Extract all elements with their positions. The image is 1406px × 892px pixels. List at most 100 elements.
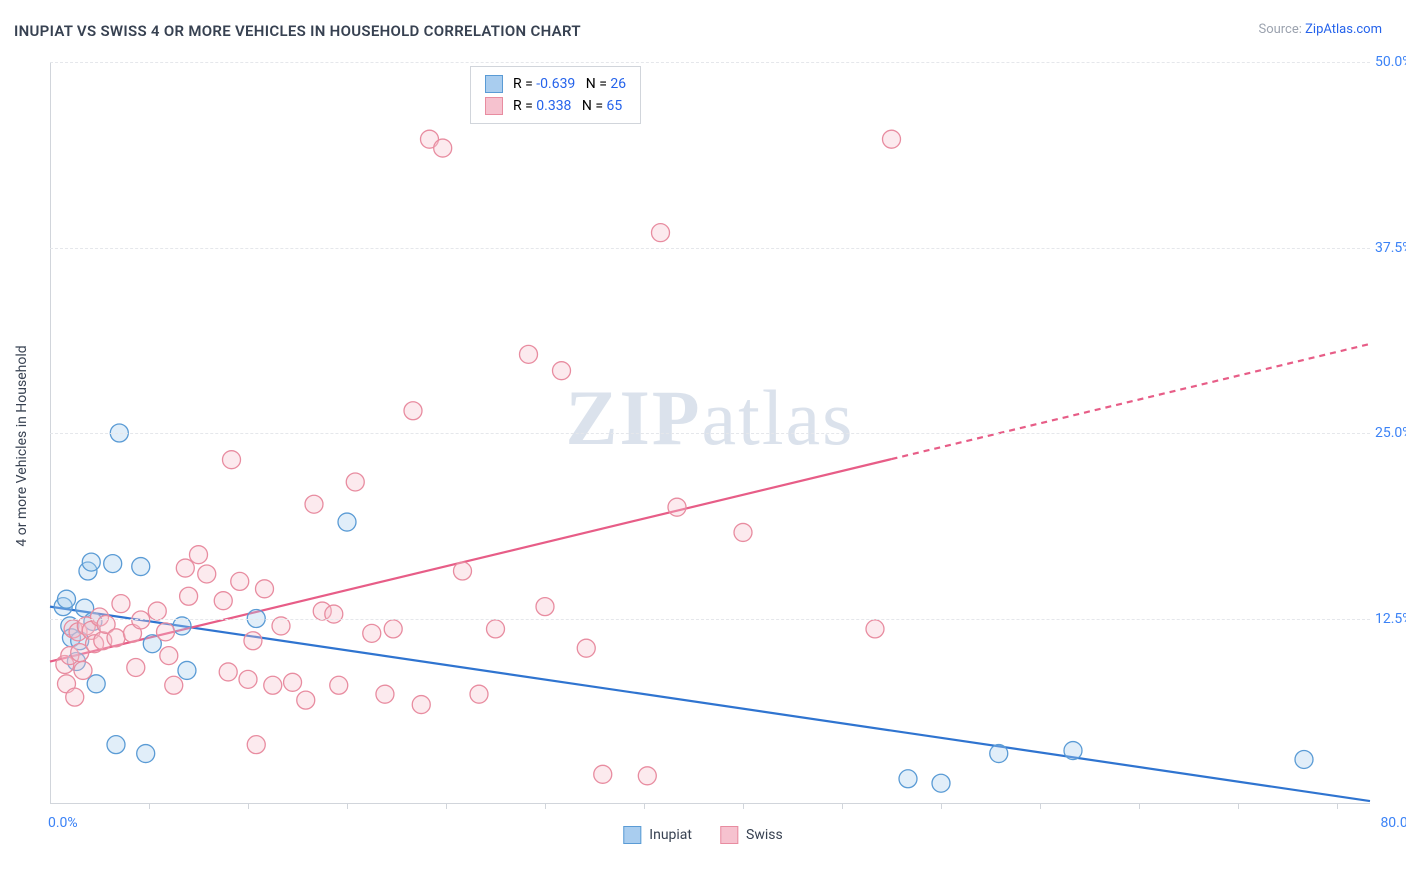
data-point [127,658,145,676]
data-point [577,639,595,657]
data-point [132,558,150,576]
data-point [412,696,430,714]
data-point [219,663,237,681]
data-point [866,620,884,638]
data-point [434,139,452,157]
source-link[interactable]: ZipAtlas.com [1305,22,1382,37]
legend-swatch [485,75,503,93]
y-tick-label: 12.5% [1375,611,1406,627]
legend-swatch [720,826,738,844]
data-point [325,605,343,623]
data-point [376,685,394,703]
data-point [652,224,670,242]
data-point [244,632,262,650]
x-tick-mark [1040,803,1041,809]
data-point [112,595,130,613]
y-tick-label: 37.5% [1375,240,1406,256]
data-point [66,688,84,706]
gridline [50,248,1370,249]
series-name: Inupiat [649,827,692,843]
data-point [148,602,166,620]
data-point [157,623,175,641]
x-tick-mark [1139,803,1140,809]
legend-row: R = 0.338 N = 65 [485,95,626,117]
y-axis-title: 4 or more Vehicles in Household [14,345,30,546]
data-point [594,765,612,783]
x-tick-mark [644,803,645,809]
series-legend-item: Swiss [720,826,783,844]
x-tick-label: 0.0% [48,815,78,831]
data-point [165,676,183,694]
x-tick-mark [446,803,447,809]
series-legend-item: Inupiat [623,826,692,844]
data-point [470,685,488,703]
data-point [176,559,194,577]
data-point [404,402,422,420]
x-tick-mark [842,803,843,809]
chart-title: INUPIAT VS SWISS 4 OR MORE VEHICLES IN H… [14,22,581,40]
legend-stats: R = 0.338 N = 65 [513,95,622,117]
data-point [668,498,686,516]
data-point [1295,750,1313,768]
data-point [180,587,198,605]
data-point [132,611,150,629]
data-point [734,523,752,541]
data-point [58,590,76,608]
data-point [454,562,472,580]
x-tick-label: 80.0% [1380,815,1406,831]
gridline [50,62,1370,63]
x-tick-mark [1238,803,1239,809]
data-point [74,661,92,679]
data-point [932,774,950,792]
legend-swatch [623,826,641,844]
data-point [883,130,901,148]
data-point [284,673,302,691]
x-tick-mark [545,803,546,809]
data-point [330,676,348,694]
data-point [107,736,125,754]
plot-area: ZIPatlas R = -0.639 N = 26R = 0.338 N = … [50,62,1370,804]
data-point [107,629,125,647]
data-point [536,598,554,616]
data-point [338,513,356,531]
data-point [346,473,364,491]
data-point [264,676,282,694]
gridline [50,433,1370,434]
gridline [50,619,1370,620]
x-tick-mark [248,803,249,809]
data-point [305,495,323,513]
data-point [553,362,571,380]
series-legend: Inupiat Swiss [623,826,782,844]
data-point [82,553,100,571]
y-tick-label: 50.0% [1375,54,1406,70]
data-point [247,736,265,754]
x-tick-mark [347,803,348,809]
x-tick-mark [149,803,150,809]
legend-stats: R = -0.639 N = 26 [513,73,626,95]
y-tick-label: 25.0% [1375,425,1406,441]
legend-row: R = -0.639 N = 26 [485,73,626,95]
data-point [198,565,216,583]
data-point [899,770,917,788]
stats-legend: R = -0.639 N = 26R = 0.338 N = 65 [470,66,641,124]
source-prefix: Source: [1258,22,1305,37]
data-point [87,675,105,693]
data-point [231,572,249,590]
data-point [214,592,232,610]
data-point [239,670,257,688]
data-point [190,546,208,564]
data-point [256,580,274,598]
data-point [638,767,656,785]
data-point [178,661,196,679]
data-point [137,745,155,763]
x-tick-mark [743,803,744,809]
data-point [384,620,402,638]
legend-swatch [485,97,503,115]
series-name: Swiss [746,827,783,843]
data-point [487,620,505,638]
source-citation: Source: ZipAtlas.com [1258,22,1382,37]
data-point [520,345,538,363]
trend-line [892,344,1371,459]
data-point [223,451,241,469]
data-point [173,617,191,635]
